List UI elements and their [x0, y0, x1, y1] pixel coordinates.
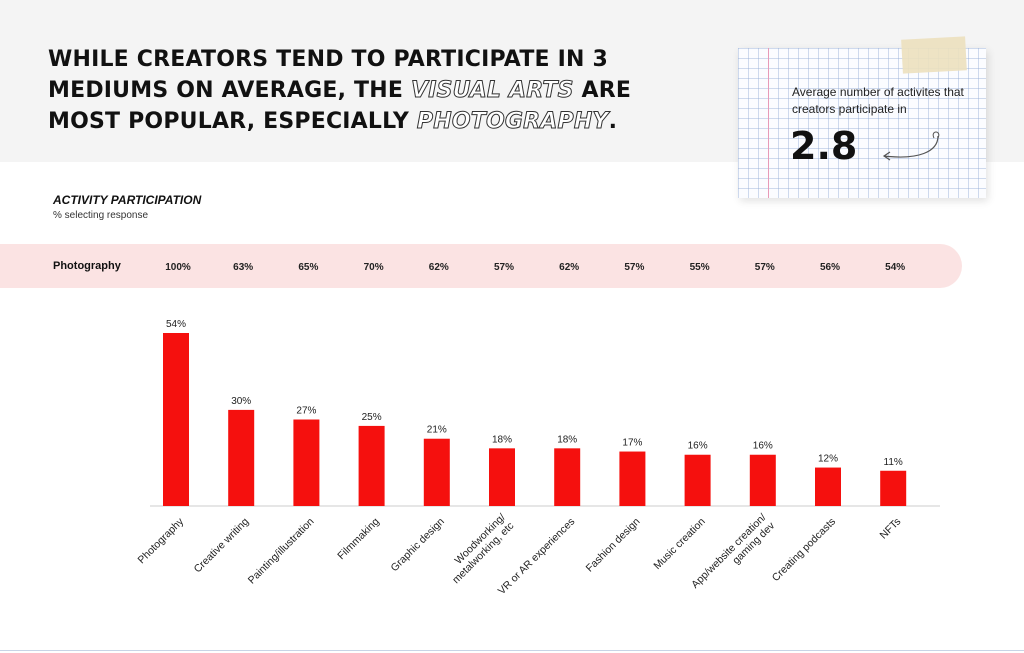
- bottom-rule: [0, 650, 1024, 651]
- category-tick-label: Painting/illustration: [246, 516, 317, 587]
- category-tick-label: Fashion design: [584, 516, 643, 575]
- overlap-row-value: 54%: [885, 262, 906, 273]
- headline-highlight-visual-arts: VISUAL ARTS: [410, 78, 574, 104]
- overlap-row-band: [0, 244, 962, 288]
- overlap-row-value: 100%: [165, 262, 191, 273]
- overlap-row-value: 57%: [493, 262, 514, 273]
- chart-title: ACTIVITY PARTICIPATION: [53, 193, 202, 207]
- bar-value-label: 16%: [753, 441, 773, 452]
- category-tick-label: Woodworking/metalworking, etc: [442, 511, 517, 586]
- chart-subtitle: % selecting response: [53, 210, 149, 221]
- overlap-row-value: 57%: [624, 262, 645, 273]
- category-tick-label: NFTs: [878, 516, 904, 542]
- bar-value-label: 18%: [492, 434, 512, 445]
- headline-highlight-photography: PHOTOGRAPHY: [416, 109, 609, 135]
- headline-line-3-end: .: [608, 109, 618, 134]
- bar-value-label: 12%: [818, 454, 838, 465]
- headline: WHILE CREATORS TEND TO PARTICIPATE IN 3 …: [48, 44, 648, 137]
- note-margin-line: [768, 48, 769, 198]
- category-tick-label: Photography: [136, 515, 187, 566]
- bar-value-label: 11%: [884, 457, 903, 468]
- bar-value-label: 54%: [166, 319, 186, 330]
- overlap-row-value: 62%: [559, 262, 580, 273]
- bar-value-label: 30%: [231, 396, 251, 407]
- overlap-row-value: 62%: [428, 262, 449, 273]
- category-tick-label: Filmmaking: [335, 516, 382, 563]
- bar-3: [358, 425, 385, 506]
- headline-line-3: MOST POPULAR, ESPECIALLY: [48, 109, 417, 134]
- bar-11: [880, 470, 907, 506]
- overlap-row-label: Photography: [53, 260, 121, 272]
- bar-1: [228, 409, 255, 506]
- bar-value-label: 21%: [427, 425, 447, 436]
- bar-6: [554, 448, 581, 506]
- overlap-row-value: 65%: [298, 262, 319, 273]
- bar-7: [619, 451, 646, 506]
- category-tick-label: Music creation: [651, 516, 707, 572]
- headline-line-2-end: ARE: [573, 78, 632, 103]
- note-label: Average number of activites that creator…: [792, 85, 964, 116]
- bar-2: [293, 419, 320, 506]
- bar-5: [489, 448, 515, 506]
- bar-value-label: 16%: [688, 441, 708, 452]
- note-value: 2.8: [790, 124, 858, 168]
- bar-10: [815, 467, 841, 506]
- bar-0: [163, 333, 189, 506]
- overlap-row-value: 55%: [689, 262, 710, 273]
- graph-paper-note: [738, 48, 986, 198]
- bar-4: [423, 438, 450, 506]
- category-tick-label: Creative writing: [192, 516, 252, 576]
- overlap-row-value: 56%: [819, 262, 840, 273]
- category-tick-label: Graphic design: [388, 516, 447, 575]
- overlap-row-value: 63%: [233, 262, 254, 273]
- bar-value-label: 25%: [362, 412, 382, 423]
- curved-arrow-icon: [882, 131, 940, 161]
- bar-9: [749, 454, 776, 506]
- overlap-row-value: 57%: [754, 262, 775, 273]
- headline-line-2: MEDIUMS ON AVERAGE, THE: [48, 78, 411, 103]
- headline-line-1: WHILE CREATORS TEND TO PARTICIPATE IN 3: [48, 47, 608, 72]
- bar-value-label: 18%: [557, 434, 577, 445]
- bar-value-label: 27%: [296, 406, 316, 417]
- bar-value-label: 17%: [622, 438, 642, 449]
- bar-8: [684, 454, 711, 506]
- overlap-row-value: 70%: [363, 262, 384, 273]
- category-tick-label: Creating podcasts: [770, 516, 838, 584]
